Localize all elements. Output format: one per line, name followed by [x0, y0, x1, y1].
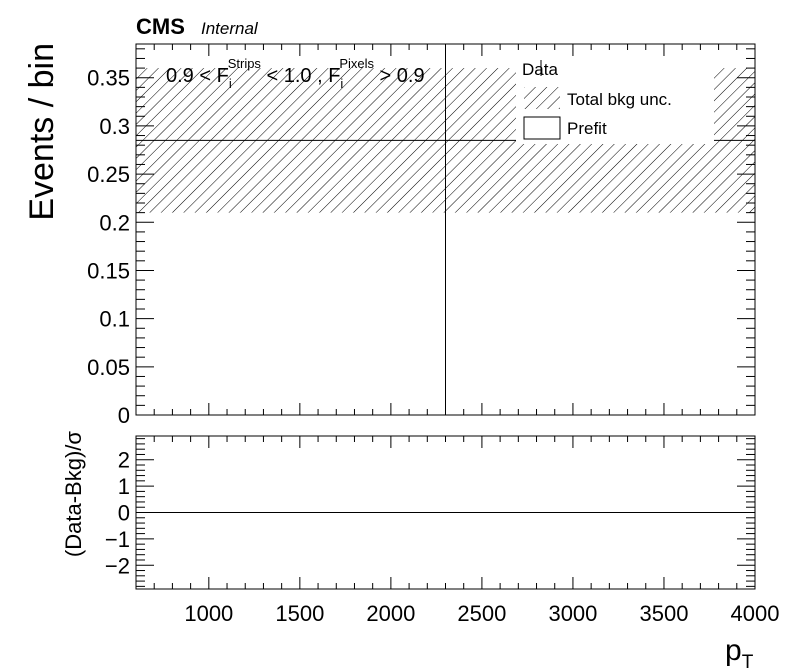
main-y-axis-title: Events / bin	[23, 43, 61, 221]
x-tick-label: 2000	[366, 601, 415, 626]
y-tick-label: 0.15	[87, 258, 130, 283]
x-tick-label: 3500	[639, 601, 688, 626]
cms-label: CMS	[136, 14, 185, 39]
ratio-tick-label: −1	[105, 527, 130, 552]
ratio-tick-label: 2	[118, 448, 130, 473]
y-tick-label: 0.1	[99, 307, 130, 332]
main-y-axis: 0 0.05 0.1 0.15 0.2 0.25 0.3 0.35	[87, 48, 755, 428]
legend: Data Total bkg unc. Prefit	[516, 52, 714, 144]
legend-prefit-label: Prefit	[567, 119, 607, 138]
x-tick-label: 3000	[548, 601, 597, 626]
legend-prefit-swatch	[523, 116, 561, 140]
x-tick-label: 1000	[184, 601, 233, 626]
x-axis-title: pT	[725, 634, 754, 672]
y-tick-label: 0.3	[99, 114, 130, 139]
x-tick-label: 2500	[457, 601, 506, 626]
ratio-y-axis-title: (Data-Bkg)/σ	[61, 431, 86, 557]
x-tick-label: 4000	[731, 601, 780, 626]
ratio-tick-label: 1	[118, 474, 130, 499]
ratio-tick-label: 0	[118, 501, 130, 526]
cut-annotation: 0.9 < FiStrips < 1.0 , FiPixels > 0.9	[166, 56, 425, 91]
y-tick-label: 0.25	[87, 162, 130, 187]
ratio-tick-label: −2	[105, 553, 130, 578]
y-tick-label: 0.05	[87, 355, 130, 380]
legend-unc-swatch	[524, 87, 560, 109]
x-tick-label: 1500	[275, 601, 324, 626]
y-tick-label: 0	[118, 403, 130, 428]
ratio-frame	[135, 435, 756, 590]
legend-unc-label: Total bkg unc.	[567, 90, 672, 109]
x-axis: 1000 1500 2000 2500 3000 3500 4000	[153, 44, 780, 626]
y-tick-label: 0.2	[99, 210, 130, 235]
internal-label: Internal	[201, 19, 259, 38]
y-tick-label: 0.35	[87, 66, 130, 91]
legend-data-label: Data	[522, 60, 558, 79]
